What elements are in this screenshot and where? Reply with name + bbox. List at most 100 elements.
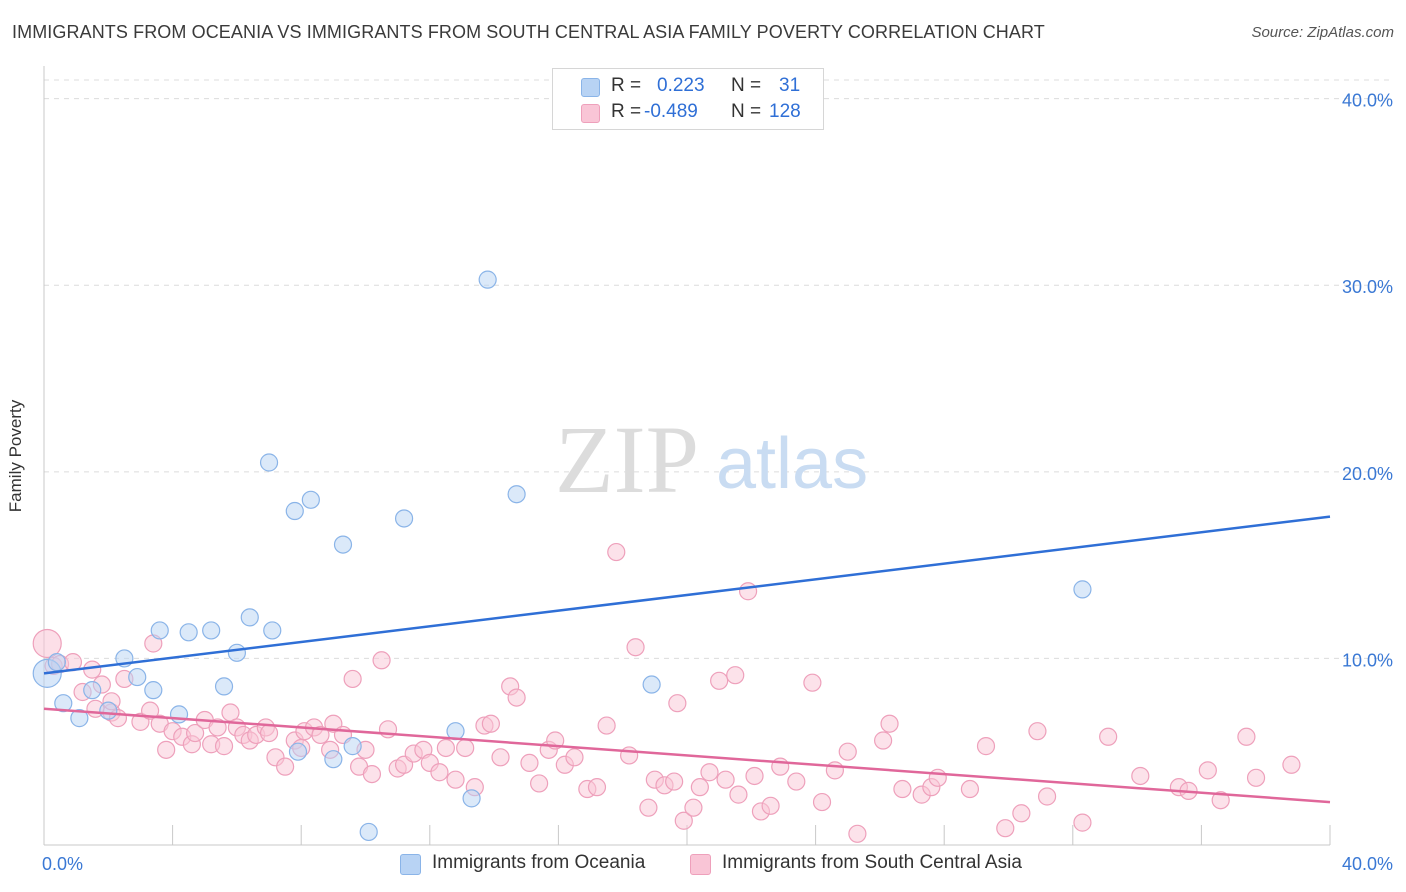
data-point xyxy=(626,638,645,657)
data-point xyxy=(301,490,320,509)
data-point xyxy=(700,763,719,782)
correlation-legend: R = 0.223 N = 31 R = -0.489 N = 128 xyxy=(552,68,824,130)
data-point xyxy=(70,709,89,728)
r-value: 0.223 xyxy=(657,75,705,96)
data-point xyxy=(446,770,465,789)
data-point xyxy=(1131,766,1150,786)
watermark: ZIP atlas xyxy=(555,406,868,513)
r-value: -0.489 xyxy=(644,101,698,122)
data-point xyxy=(394,509,414,528)
data-point xyxy=(462,789,481,808)
data-point xyxy=(674,811,693,830)
data-point xyxy=(285,501,304,521)
data-point xyxy=(372,651,391,670)
data-point xyxy=(259,453,279,472)
legend-label: Immigrants from Oceania xyxy=(432,852,646,873)
data-point xyxy=(214,677,234,696)
data-point xyxy=(716,770,735,789)
data-point xyxy=(761,796,780,815)
data-point xyxy=(893,779,912,799)
n-label: N = xyxy=(731,101,762,122)
data-point xyxy=(1246,768,1266,787)
data-point xyxy=(607,542,626,562)
data-point xyxy=(690,778,709,797)
data-point xyxy=(157,740,176,759)
legend-swatch-blue xyxy=(581,78,600,97)
data-point xyxy=(478,270,497,289)
data-point xyxy=(738,582,758,601)
data-point xyxy=(565,748,584,767)
data-point xyxy=(288,742,308,761)
r-label: R = xyxy=(611,75,642,96)
data-point xyxy=(1211,791,1230,810)
data-point xyxy=(99,701,118,720)
data-point xyxy=(620,746,639,765)
data-point xyxy=(436,738,455,758)
legend-swatch-pink xyxy=(690,854,711,875)
data-point xyxy=(227,643,246,662)
data-point xyxy=(880,714,899,733)
data-point xyxy=(726,666,745,685)
trend-line-south-central-asia xyxy=(43,707,1331,804)
trend-line-oceania xyxy=(43,515,1331,675)
data-point xyxy=(665,772,684,791)
data-point xyxy=(333,535,353,554)
data-point xyxy=(1037,787,1057,806)
data-point xyxy=(311,725,330,745)
data-point xyxy=(928,768,947,787)
data-point xyxy=(140,701,160,720)
chart-title: IMMIGRANTS FROM OCEANIA VS IMMIGRANTS FR… xyxy=(12,22,1045,42)
data-point xyxy=(324,750,343,769)
data-point xyxy=(787,772,806,791)
r-label: R = xyxy=(611,101,642,122)
data-point xyxy=(343,669,362,689)
n-value: 31 xyxy=(779,75,801,96)
data-point xyxy=(32,628,62,659)
tick-labels: 10.0% 20.0% 30.0% 40.0% 0.0% 40.0% xyxy=(42,91,1393,874)
data-point xyxy=(128,667,147,687)
y-tick-label: 20.0% xyxy=(1342,464,1393,484)
data-point xyxy=(491,748,510,767)
data-point xyxy=(1198,761,1217,780)
data-point xyxy=(144,681,163,700)
n-label: N = xyxy=(731,75,762,96)
data-point xyxy=(240,608,259,627)
y-tick-label: 10.0% xyxy=(1342,650,1393,670)
data-point xyxy=(1282,755,1301,774)
x-tick-label: 0.0% xyxy=(42,854,83,874)
data-point xyxy=(507,485,526,504)
axes xyxy=(43,66,1331,846)
data-point xyxy=(803,673,822,692)
data-point xyxy=(639,798,658,817)
data-point xyxy=(359,822,378,842)
data-point xyxy=(848,824,867,843)
data-point xyxy=(186,723,205,743)
legend-swatch-pink xyxy=(581,104,600,123)
data-point xyxy=(996,819,1015,838)
data-point xyxy=(960,779,980,799)
source-label: Source: ZipAtlas.com xyxy=(1251,24,1394,41)
data-point xyxy=(150,621,169,640)
data-point xyxy=(1073,813,1092,832)
data-point xyxy=(481,714,500,733)
trend-lines xyxy=(43,515,1331,804)
watermark-atlas: atlas xyxy=(716,424,868,504)
data-point xyxy=(642,675,661,694)
data-point xyxy=(729,785,748,804)
data-point xyxy=(1073,580,1092,599)
data-point xyxy=(83,681,102,700)
data-point xyxy=(47,653,66,672)
data-point xyxy=(825,761,844,780)
data-point xyxy=(530,774,549,793)
data-point xyxy=(259,723,279,743)
data-point xyxy=(597,716,616,735)
data-point xyxy=(83,660,102,679)
data-point xyxy=(874,731,893,750)
data-point xyxy=(430,763,449,782)
series-oceania xyxy=(32,270,1092,842)
data-point xyxy=(710,671,729,690)
data-point xyxy=(1028,722,1047,741)
data-point xyxy=(179,623,198,642)
data-point xyxy=(587,778,607,797)
